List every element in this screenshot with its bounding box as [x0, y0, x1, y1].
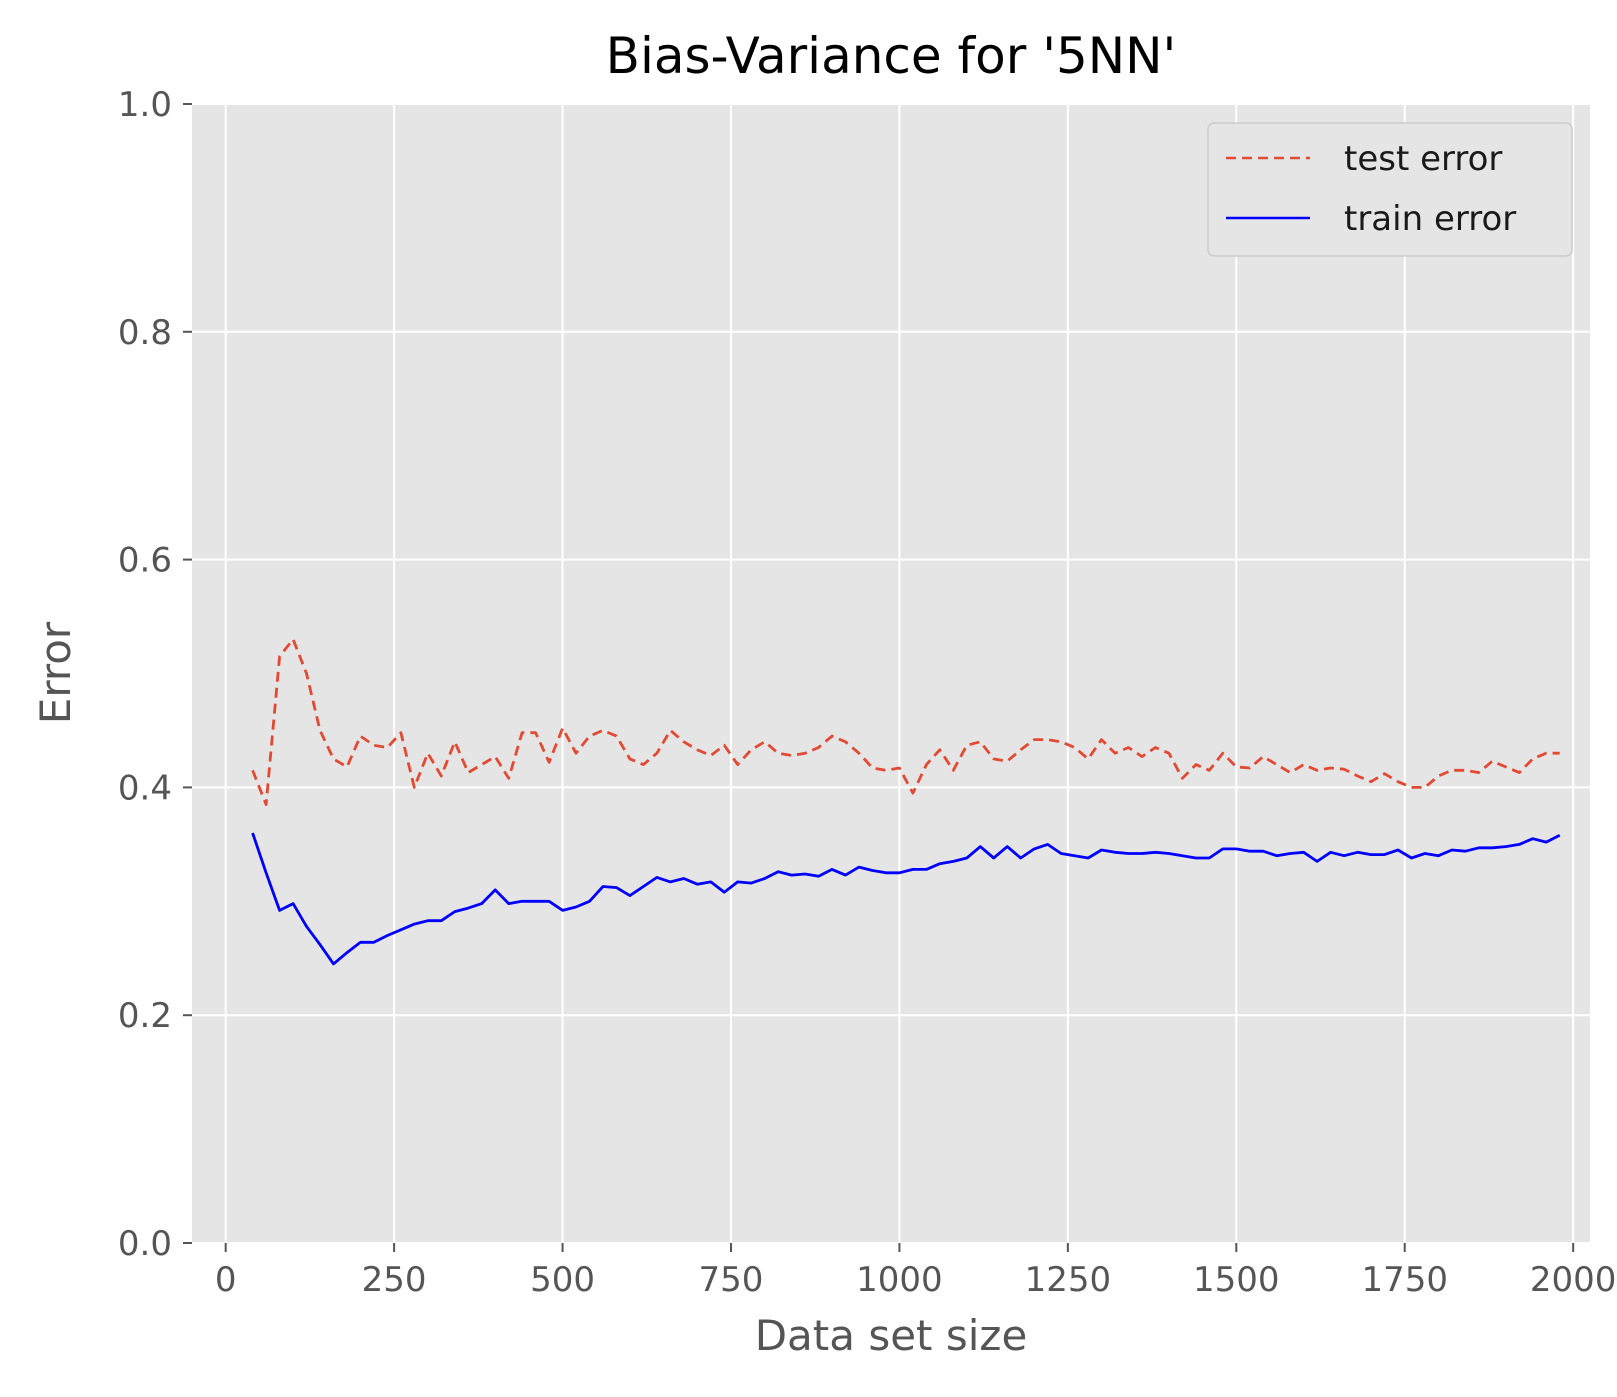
x-tick-label: 1250: [1025, 1260, 1112, 1300]
legend-label-train-error: train error: [1344, 199, 1516, 239]
plot-area: [192, 104, 1590, 1243]
series-group: [251, 637, 1561, 966]
x-tick-label: 2000: [1530, 1260, 1617, 1300]
axis-ticks: 0 250 500 750 1000 1250 1500 1750 2000 0.0 0.2 0.4 0…: [118, 85, 1617, 1300]
y-tick-label: 0.8: [118, 313, 172, 353]
x-tick-label: 250: [362, 1260, 427, 1300]
chart-title: Bias-Variance for '5NN': [606, 27, 1177, 85]
x-tick-label: 1000: [856, 1260, 943, 1300]
y-tick-label: 1.0: [118, 85, 172, 125]
legend: test error train error: [1207, 122, 1573, 257]
x-tick-label: 1500: [1193, 1260, 1280, 1300]
series-line-train-error: [251, 832, 1561, 966]
x-tick-label: 1750: [1361, 1260, 1448, 1300]
y-tick-label: 0.4: [118, 768, 172, 808]
x-tick-label: 500: [530, 1260, 595, 1300]
y-tick-label: 0.2: [118, 996, 172, 1036]
x-tick-label: 750: [699, 1260, 764, 1300]
x-tick-label: 0: [215, 1260, 237, 1300]
legend-label-test-error: test error: [1344, 139, 1502, 179]
legend-box: [1207, 122, 1573, 257]
x-axis-label: Data set size: [755, 1311, 1028, 1360]
y-tick-label: 0.0: [118, 1224, 172, 1264]
y-axis-label: Error: [31, 621, 80, 724]
grid: [192, 103, 1590, 1244]
series-line-test-error: [251, 637, 1560, 806]
y-tick-label: 0.6: [118, 541, 172, 581]
